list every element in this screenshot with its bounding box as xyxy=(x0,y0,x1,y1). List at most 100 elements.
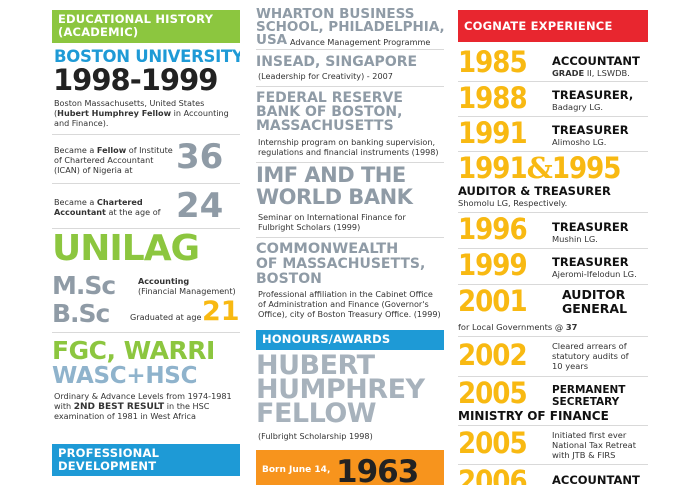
fgc-title: FGC, WARRI xyxy=(52,336,215,365)
honours-awards-header: HONOURS/AWARDS xyxy=(256,330,444,350)
commonwealth-desc-1: Professional affiliation in the Cabinet … xyxy=(258,289,433,299)
honour-hubert: HUBERT xyxy=(256,350,375,381)
fed-desc-2: regulations and financial instruments (1… xyxy=(258,147,439,157)
item-2001-title: AUDITOR xyxy=(562,287,626,302)
item-2002-sub-2: statutory audits of xyxy=(552,351,629,361)
ican-age: 36 xyxy=(176,137,224,177)
honour-humphrey: HUMPHREY xyxy=(256,374,425,405)
imf-desc-2: Fulbright Scholars (1999) xyxy=(258,222,361,232)
wharton-desc: Advance Management Programme xyxy=(290,37,431,47)
development-column: WHARTON BUSINESS SCHOOL, PHILADELPHIA, U… xyxy=(256,0,444,485)
fgc-line-2: with 2ND BEST RESULT in the HSC xyxy=(54,401,210,412)
item-2001-title-2: GENERAL xyxy=(562,301,628,316)
ican-line-2: of Chartered Accountant xyxy=(54,155,154,165)
fed-desc-1: Internship program on banking supervisio… xyxy=(258,137,436,147)
commonwealth-title-3: BOSTON xyxy=(256,271,322,287)
divider xyxy=(256,86,444,87)
fed-title-1: FEDERAL RESERVE xyxy=(256,90,403,106)
item-2005b-sub-2: National Tax Retreat xyxy=(552,440,636,450)
item-2005b-sub-1: Initiated first ever xyxy=(552,430,627,440)
divider xyxy=(458,212,648,213)
education-column: EDUCATIONAL HISTORY (ACADEMIC) BOSTON UN… xyxy=(52,0,240,485)
divider xyxy=(52,332,240,333)
year-2001: 2001 xyxy=(458,284,528,318)
commonwealth-desc-3: Office), city of Boston Treasury Office.… xyxy=(258,309,441,319)
divider xyxy=(458,284,648,285)
insead-desc: (Leadership for Creativity) - 2007 xyxy=(258,71,393,81)
fgc-line-1: Ordinary & Advance Levels from 1974-1981 xyxy=(54,391,232,401)
professional-development-header: PROFESSIONAL DEVELOPMENT xyxy=(52,444,240,476)
commonwealth-desc-2: of Administration and Finance (Governor'… xyxy=(258,299,429,309)
educational-history-header: EDUCATIONAL HISTORY (ACADEMIC) xyxy=(52,10,240,43)
accounting-course: Accounting xyxy=(138,276,190,286)
item-1996-title: TREASURER xyxy=(552,220,629,234)
fgc-line-3: examination of 1981 in West Africa xyxy=(54,411,196,421)
wharton-title-3: USA xyxy=(256,32,288,48)
boston-years: 1998-1999 xyxy=(53,63,218,97)
item-2002-sub-1: Cleared arrears of xyxy=(552,341,627,351)
unilag-title: UNILAG xyxy=(52,228,200,269)
boston-location: Boston Massachusetts, United States xyxy=(54,98,205,108)
divider xyxy=(52,228,240,229)
wharton-title-2: SCHOOL, PHILADELPHIA, xyxy=(256,19,444,35)
wasc-title: WASC+HSC xyxy=(52,363,198,389)
imf-title-1: IMF AND THE xyxy=(256,163,406,187)
commonwealth-title-2: OF MASSACHUSETTS, xyxy=(256,256,426,272)
divider xyxy=(458,151,648,152)
boston-fellow-line-3: and Finance). xyxy=(54,118,109,128)
item-auditor-treasurer-sub: Shomolu LG, Respectively. xyxy=(458,198,568,208)
item-2005-title-3: MINISTRY OF FINANCE xyxy=(458,409,609,423)
born-year: 1963 xyxy=(336,454,419,485)
chartered-line-1: Became a Chartered xyxy=(54,197,143,207)
honour-desc: (Fulbright Scholarship 1998) xyxy=(258,431,373,441)
year-1999: 1999 xyxy=(458,248,528,282)
ican-line-3: (ICAN) of Nigeria at xyxy=(54,165,133,175)
divider xyxy=(256,49,444,50)
divider xyxy=(458,116,648,117)
divider xyxy=(458,336,648,337)
item-1999-sub: Ajeromi-Ifelodun LG. xyxy=(552,269,637,279)
item-2005b-sub-3: with JTB & FIRS xyxy=(552,450,616,460)
birth-banner: Born June 14, 1963 xyxy=(256,450,444,485)
item-1996-sub: Mushin LG. xyxy=(552,234,598,244)
item-auditor-treasurer-title: AUDITOR & TREASURER xyxy=(458,184,611,198)
year-1996: 1996 xyxy=(458,212,528,246)
divider xyxy=(52,134,240,135)
chartered-age: 24 xyxy=(176,186,224,226)
divider xyxy=(458,425,648,426)
cognate-column: COGNATE EXPERIENCE 1985 ACCOUNTANT GRADE… xyxy=(458,0,648,485)
imf-title-2: WORLD BANK xyxy=(256,185,413,209)
divider xyxy=(52,183,240,184)
divider xyxy=(458,81,648,82)
year-2005: 2005 xyxy=(458,376,528,410)
item-1999-title: TREASURER xyxy=(552,255,629,269)
item-1988-title: TREASURER, xyxy=(552,88,634,102)
chartered-line-2: Accountant at the age of xyxy=(54,207,161,217)
fed-title-3: MASSACHUSETTS xyxy=(256,118,394,134)
boston-fellow-line: (Hubert Humphrey Fellow in Accounting xyxy=(54,108,229,118)
year-2006: 2006 xyxy=(458,464,528,485)
item-1988-sub: Badagry LG. xyxy=(552,102,604,112)
commonwealth-title-1: COMMONWEALTH xyxy=(256,241,399,257)
fed-title-2: BANK OF BOSTON, xyxy=(256,104,403,120)
year-2002: 2002 xyxy=(458,338,528,372)
item-2005-title-2: SECRETARY xyxy=(552,396,620,408)
item-2002-sub-3: 10 years xyxy=(552,361,589,371)
msc-label: M.Sc xyxy=(52,271,116,300)
divider xyxy=(256,237,444,238)
item-2001-sub: for Local Governments @ 37 xyxy=(458,322,578,332)
wharton-title-1: WHARTON BUSINESS xyxy=(256,6,415,22)
item-1985-sub: GRADE II, LSWDB. xyxy=(552,68,630,78)
year-1991-1995: 1991&1995 xyxy=(458,151,621,185)
boston-university-title: BOSTON UNIVERSITY xyxy=(54,47,240,66)
ican-line-1: Became a Fellow of Institute xyxy=(54,145,173,155)
year-2005-tax: 2005 xyxy=(458,426,528,460)
cognate-experience-header: COGNATE EXPERIENCE xyxy=(458,10,648,42)
divider xyxy=(256,162,444,163)
item-1985-title: ACCOUNTANT xyxy=(552,54,640,68)
year-1988: 1988 xyxy=(458,81,528,115)
item-1991-sub: Alimosho LG. xyxy=(552,137,607,147)
bsc-label: B.Sc xyxy=(52,299,110,328)
born-label: Born June 14, xyxy=(262,465,331,475)
divider xyxy=(458,248,648,249)
